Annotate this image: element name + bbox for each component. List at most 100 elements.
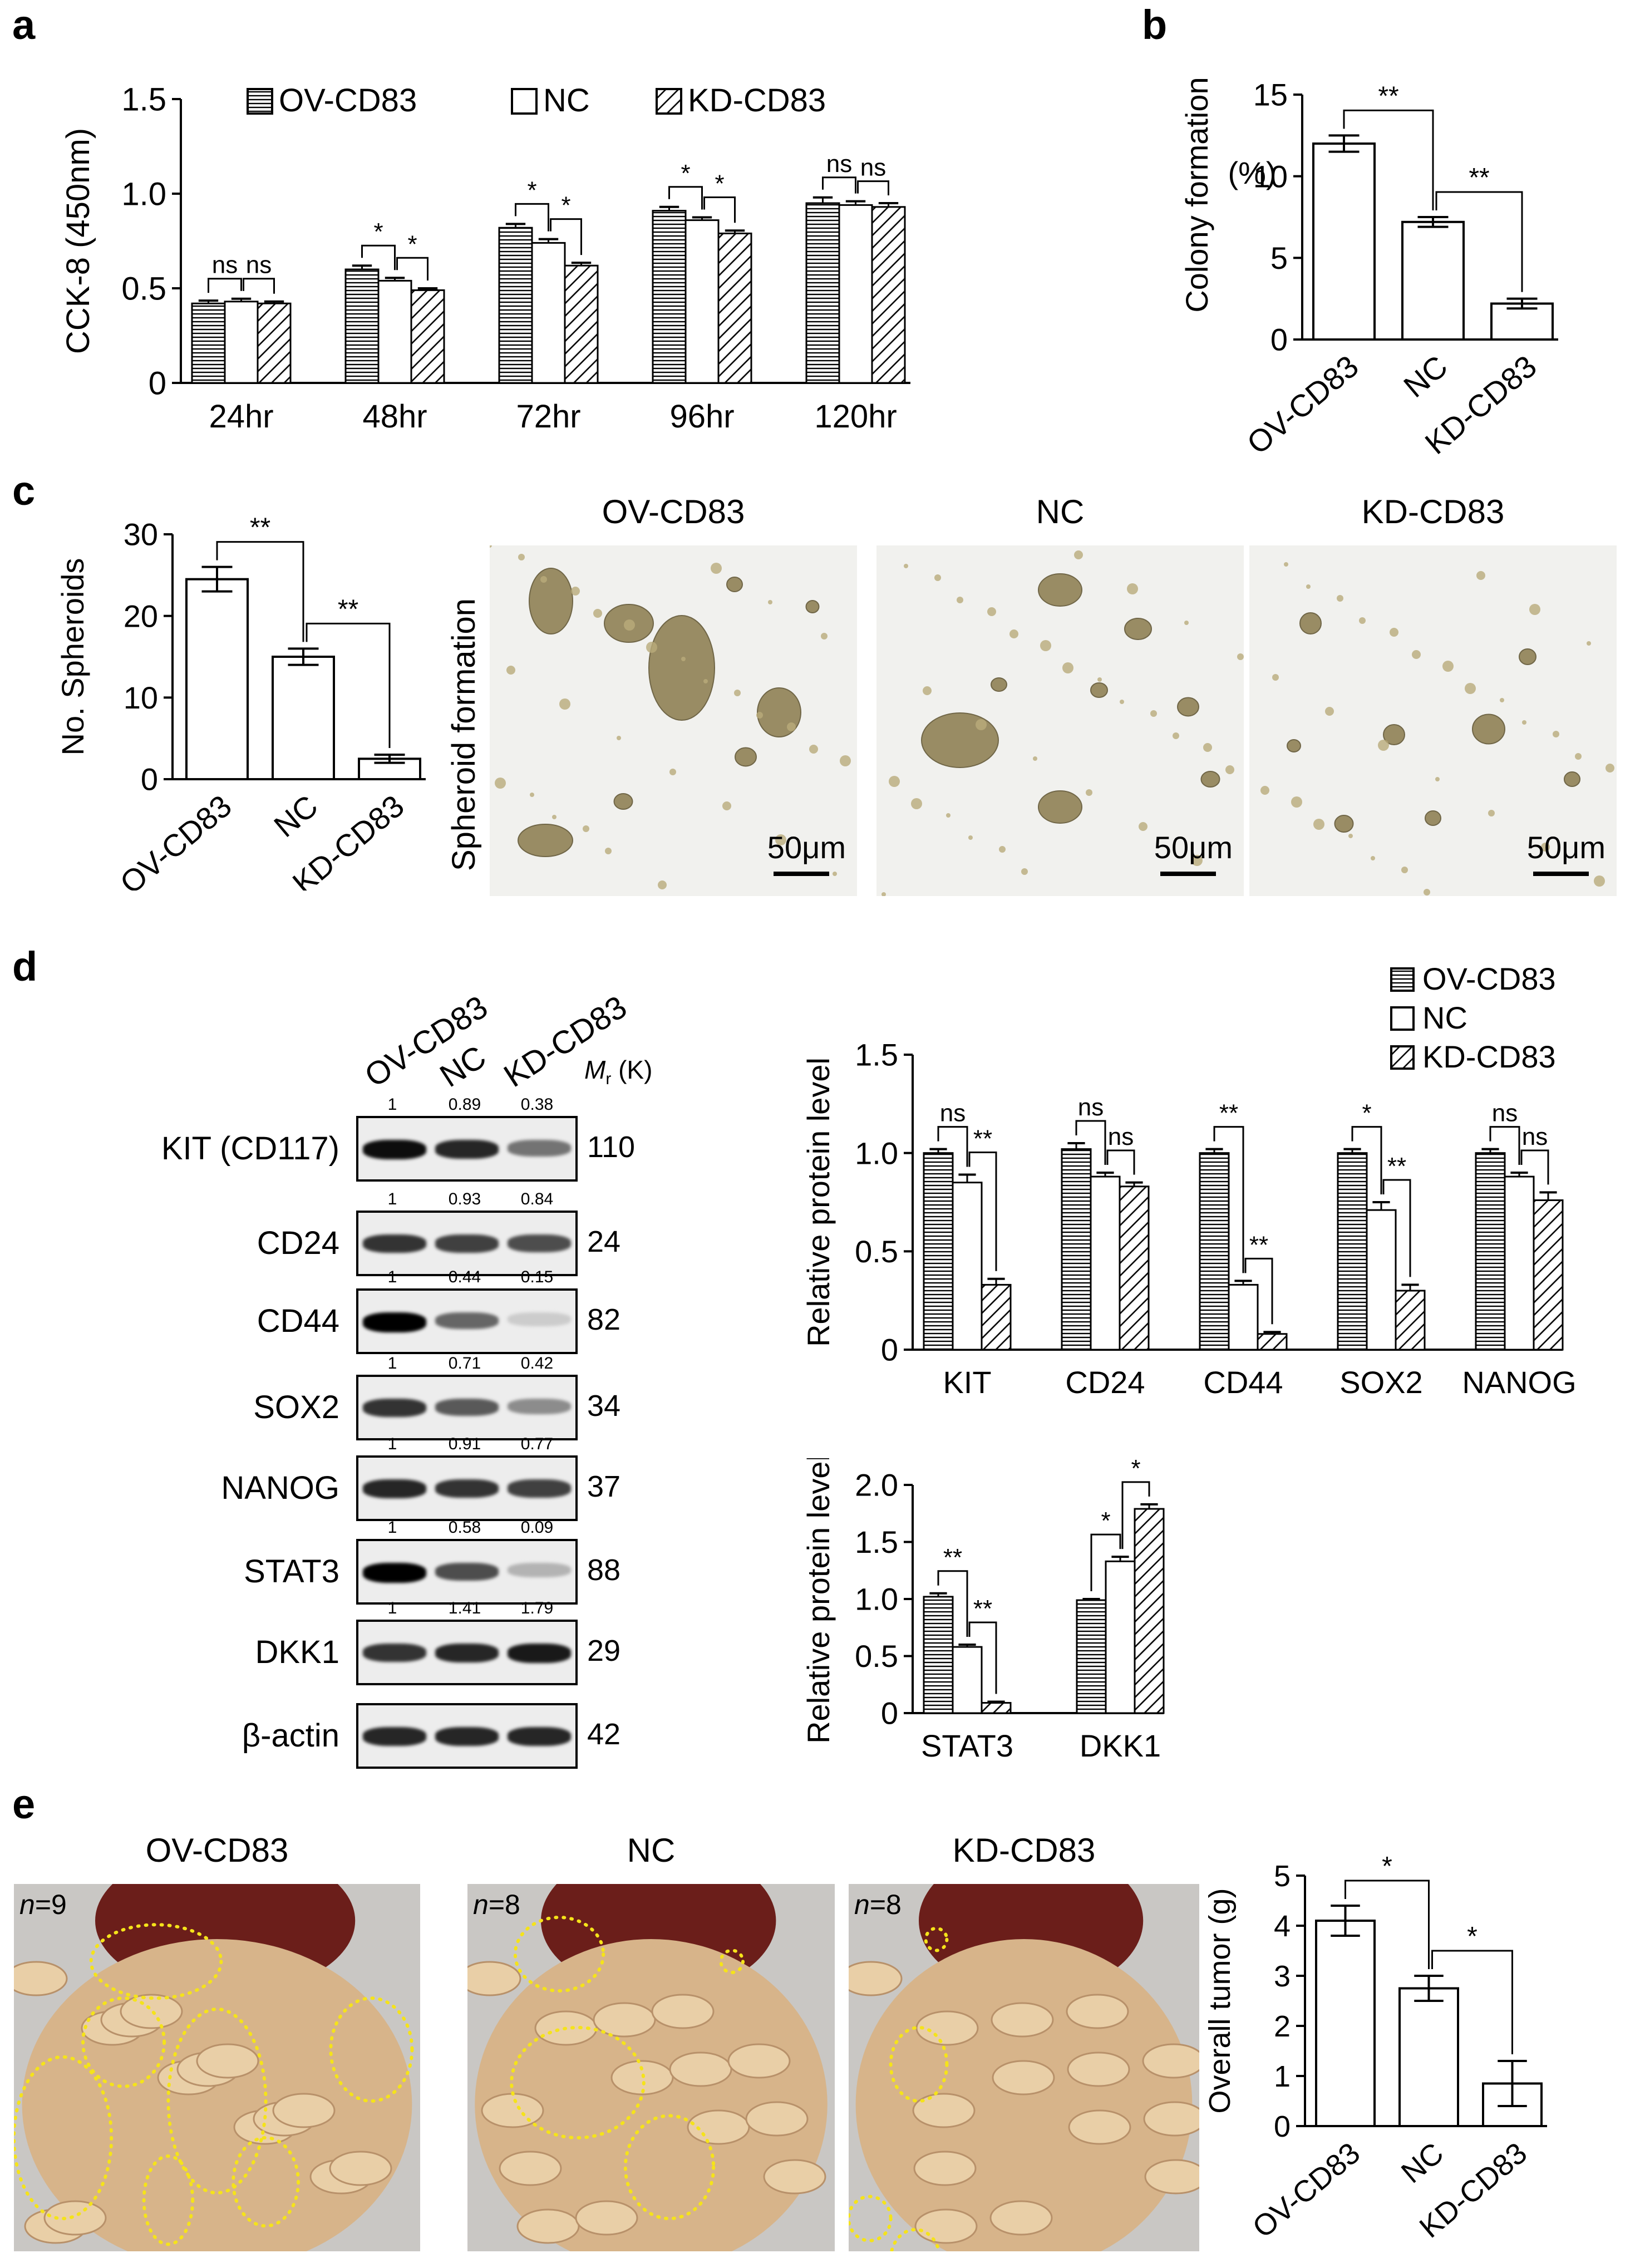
significance-label: * xyxy=(1101,1507,1110,1534)
intestine-loop xyxy=(849,1961,903,1996)
blot-protein-label: KIT (CD117) xyxy=(161,1130,339,1167)
small-spheroid xyxy=(1040,640,1051,651)
significance-bracket xyxy=(1090,1533,1121,1591)
spheroid-photo-0: 50μm xyxy=(490,545,857,896)
significance-label: ** xyxy=(973,1595,992,1622)
intestine-loop xyxy=(1068,2109,1131,2145)
small-spheroid xyxy=(1412,650,1421,659)
small-spheroid xyxy=(593,609,602,618)
y-tick-label: 1.0 xyxy=(855,1135,898,1170)
intestine-loop xyxy=(516,2208,580,2244)
small-spheroid xyxy=(1390,628,1398,637)
mr-symbol: M xyxy=(584,1055,606,1084)
spheroid xyxy=(805,600,820,613)
bar-ov-cd83-cd24 xyxy=(1061,1148,1092,1351)
small-spheroid xyxy=(1424,889,1430,896)
small-spheroid xyxy=(1173,732,1179,739)
small-spheroid xyxy=(1272,674,1279,681)
significance-bracket xyxy=(208,278,242,293)
y-tick-label: 0.5 xyxy=(855,1234,898,1269)
x-tick-label: CD44 xyxy=(1203,1365,1283,1400)
significance-bracket xyxy=(937,1126,968,1167)
spheroid xyxy=(991,677,1007,692)
sample-size-value: =9 xyxy=(35,1889,67,1920)
bar-kd-cd83-nanog xyxy=(1533,1199,1564,1351)
band-quantification: 1 xyxy=(387,1518,397,1537)
spheroid-photo-title: KD-CD83 xyxy=(1361,493,1505,530)
bar-nc xyxy=(1398,1987,1459,2127)
x-tick-label: NC xyxy=(1397,348,1454,404)
bar-ov-cd83 xyxy=(1312,142,1376,341)
small-spheroid xyxy=(1594,875,1605,887)
tumor-outline xyxy=(513,1916,605,1993)
band-quantification: 1 xyxy=(387,1435,397,1453)
significance-label: ns xyxy=(860,154,886,181)
blot-strip-cd44 xyxy=(356,1288,578,1354)
intestine-loop xyxy=(913,2151,977,2186)
blot-band xyxy=(508,1563,571,1578)
bar-ov-cd83-96hr xyxy=(652,210,687,384)
bar-nc-96hr xyxy=(684,219,720,384)
spheroid xyxy=(1038,573,1082,607)
y-tick-label: 2.0 xyxy=(855,1468,898,1503)
small-spheroid xyxy=(669,769,676,775)
small-spheroid xyxy=(571,587,580,596)
intestine-loop xyxy=(14,1961,68,1996)
small-spheroid xyxy=(1009,629,1018,638)
intestine-loop xyxy=(481,2093,544,2128)
bar-ov-cd83 xyxy=(1315,1920,1376,2127)
intestine-loop xyxy=(499,2151,562,2186)
blot-strip-β-actin xyxy=(356,1703,578,1769)
bar-ov-cd83 xyxy=(185,578,249,781)
mr-subscript: r xyxy=(605,1070,612,1089)
small-spheroid xyxy=(1291,796,1302,808)
y-tick-label: 20 xyxy=(124,598,158,633)
sample-size-symbol: n xyxy=(854,1889,870,1920)
y-tick-label: 0.5 xyxy=(121,270,166,307)
small-spheroid xyxy=(1378,740,1389,751)
y-axis-title: No. Spheroids xyxy=(55,558,90,756)
mouse-photo-drawing xyxy=(849,1884,1199,2251)
small-spheroid xyxy=(787,722,796,731)
y-tick-label: 30 xyxy=(124,517,158,552)
mouse-photo-2: n=8 xyxy=(849,1884,1199,2251)
blot-band xyxy=(435,1563,499,1581)
small-spheroid xyxy=(1033,756,1037,761)
bar-kd-cd83-stat3 xyxy=(981,1702,1012,1714)
significance-label: ** xyxy=(338,594,358,624)
significance-bracket xyxy=(243,278,275,294)
blot-band xyxy=(363,1727,426,1746)
x-tick-label: KIT xyxy=(943,1365,991,1400)
significance-bracket xyxy=(515,203,549,232)
small-spheroid xyxy=(681,657,686,661)
intestine-loop xyxy=(992,2060,1055,2095)
chart-d2-protein-levels: 0 0.5 1.0 1.5 2.0 Relative protein level STAT3… xyxy=(801,1458,1165,1763)
y-tick-label: 0 xyxy=(1270,322,1288,357)
significance-label: * xyxy=(715,170,724,198)
small-spheroid xyxy=(934,574,941,581)
bar-ov-cd83-72hr xyxy=(498,227,533,384)
bar-nc xyxy=(1401,220,1465,341)
intestine-loop xyxy=(1143,2101,1199,2137)
significance-label: ns xyxy=(1492,1100,1518,1127)
tumor-outline xyxy=(142,2154,195,2246)
blot-band xyxy=(508,1234,571,1252)
blot-strip-dkk1 xyxy=(356,1620,578,1685)
significance-bracket xyxy=(822,176,856,194)
spheroid-photo-drawing xyxy=(881,550,1244,896)
blot-molecular-weight: 29 xyxy=(587,1634,621,1667)
band-quantification: 0.42 xyxy=(520,1354,554,1372)
significance-label: ** xyxy=(250,513,270,543)
significance-label: * xyxy=(561,192,570,219)
legend-swatch xyxy=(247,88,273,115)
blot-molecular-weight: 82 xyxy=(587,1303,621,1336)
small-spheroid xyxy=(1529,604,1540,615)
significance-label: * xyxy=(1131,1458,1140,1482)
intestine-loop xyxy=(763,2159,826,2195)
x-tick-label: CD24 xyxy=(1065,1365,1145,1400)
significance-label: * xyxy=(407,230,417,258)
significance-bracket xyxy=(550,218,582,255)
significance-bracket xyxy=(1343,109,1434,210)
small-spheroid xyxy=(1575,753,1582,760)
